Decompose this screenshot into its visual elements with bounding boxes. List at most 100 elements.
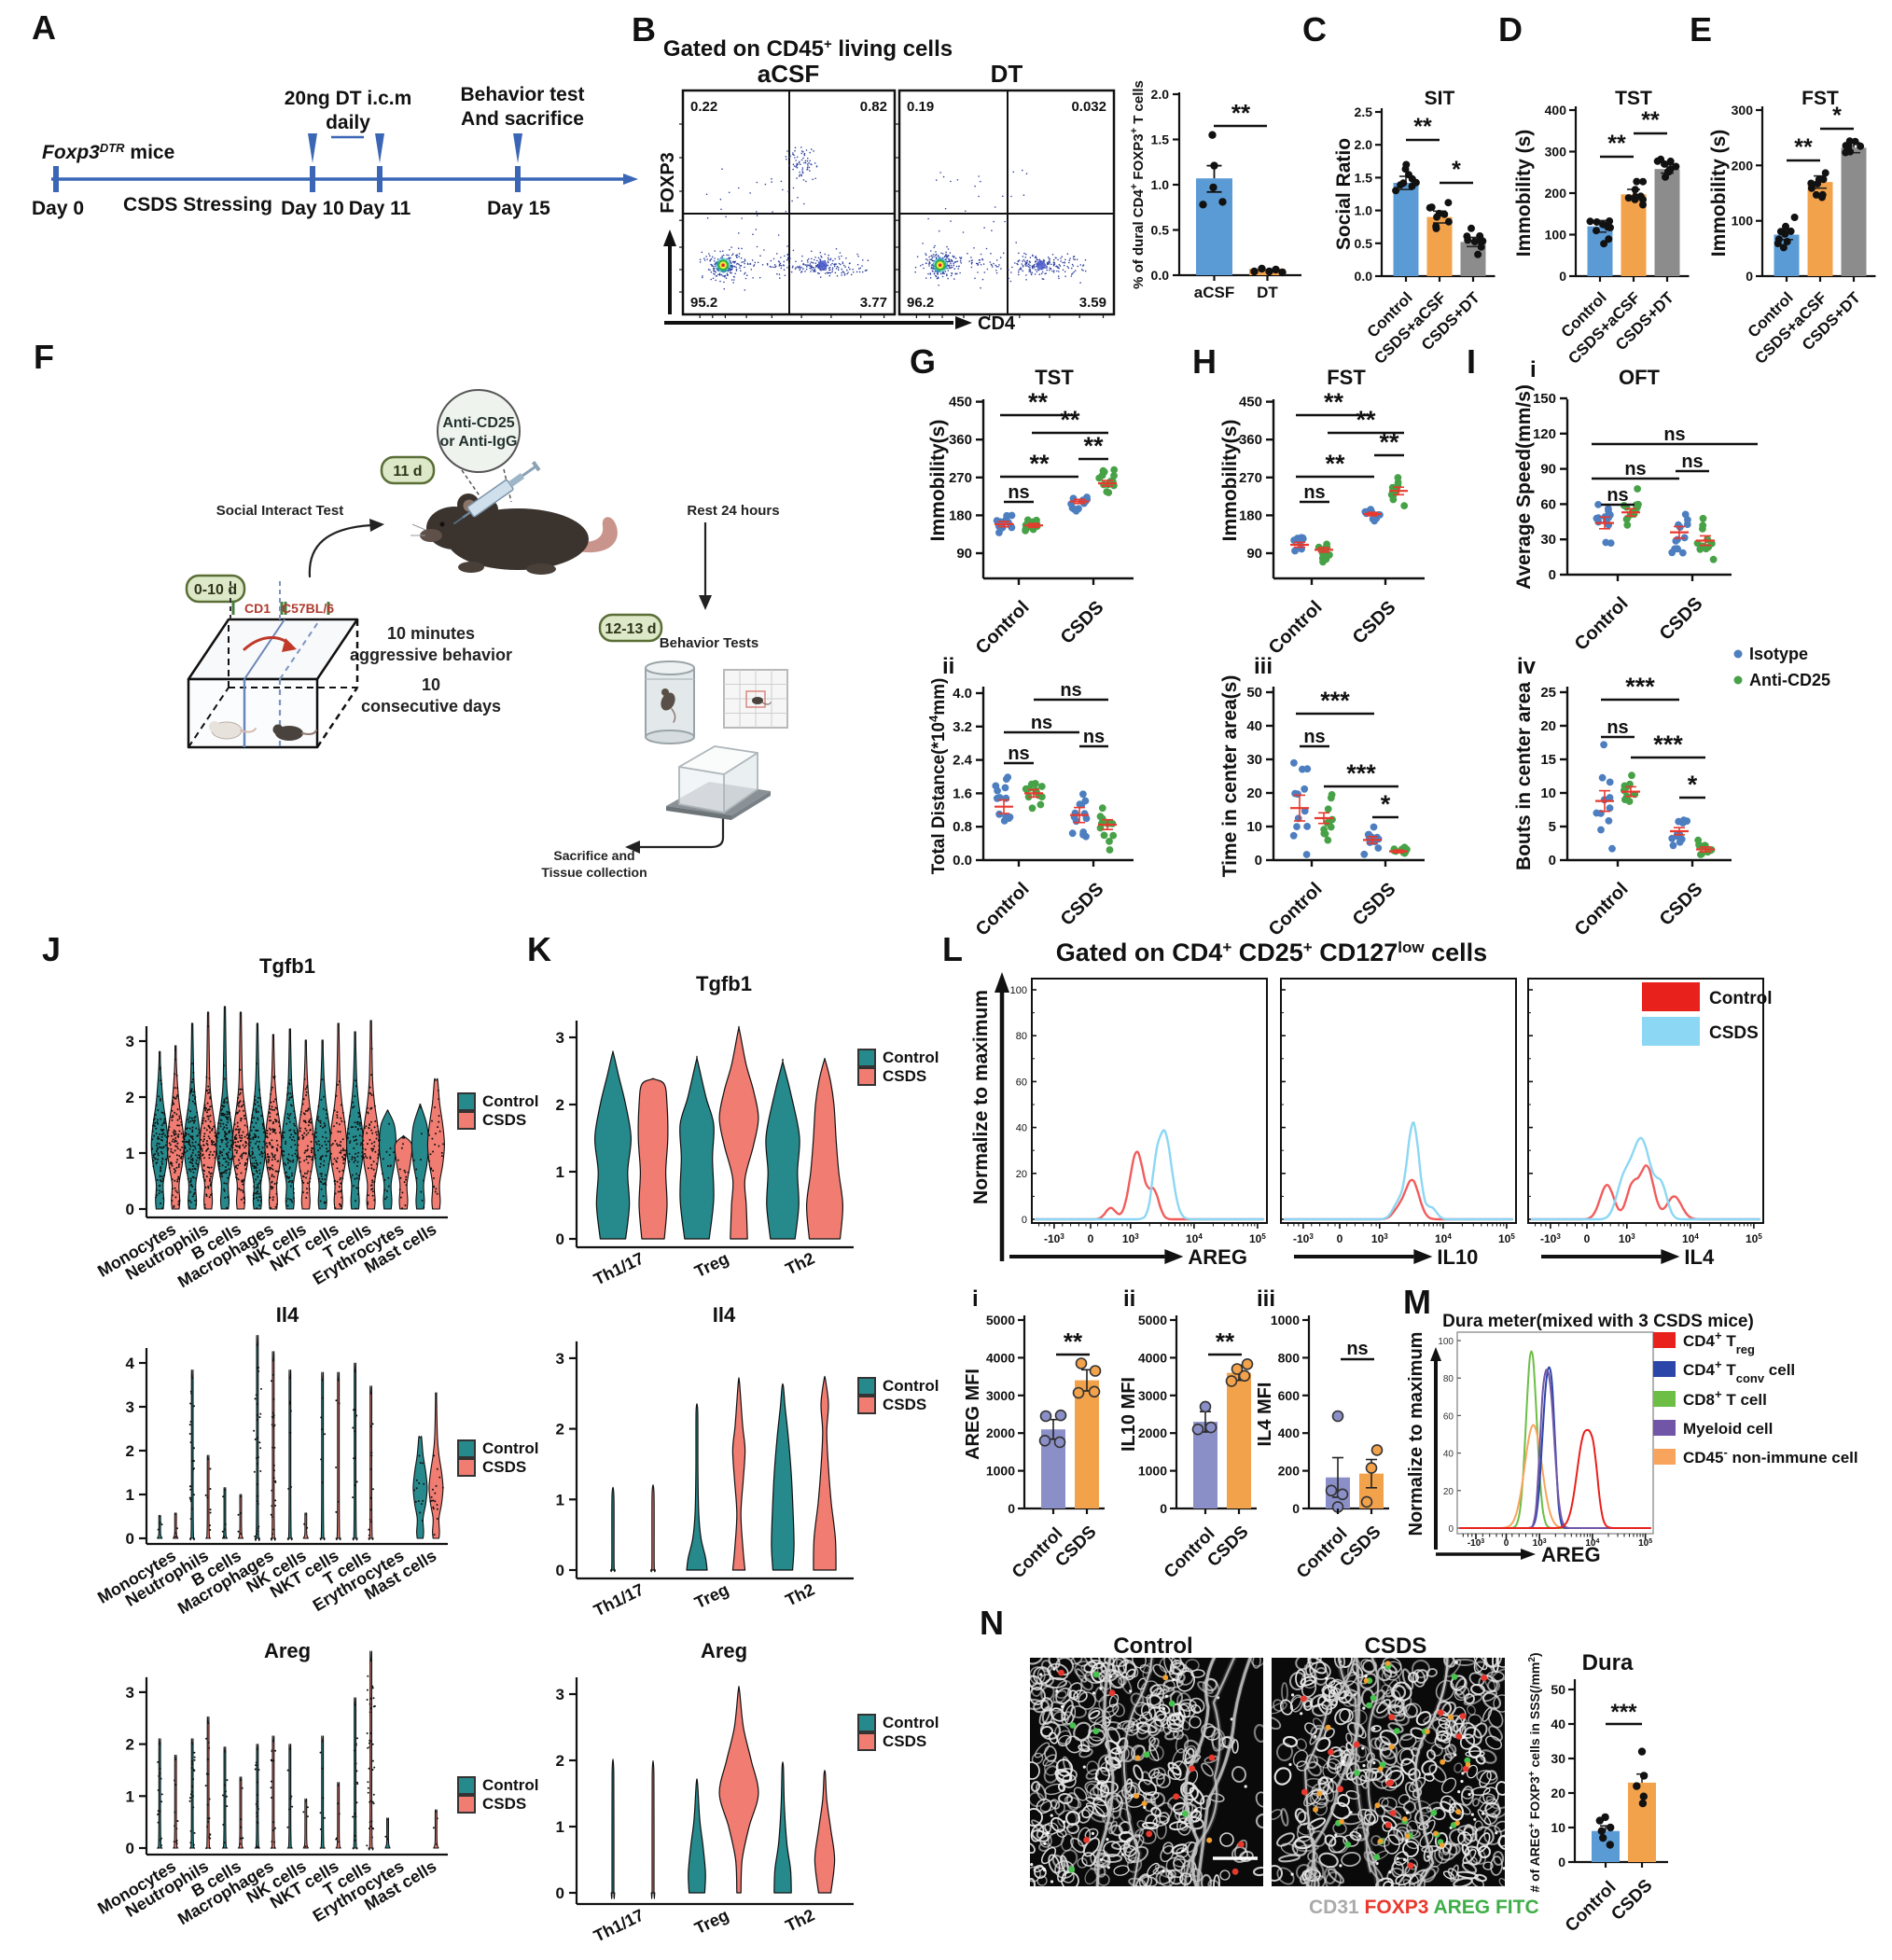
svg-text:Average Speed(mm/s): Average Speed(mm/s) bbox=[1513, 384, 1535, 590]
svg-text:2.0: 2.0 bbox=[1355, 137, 1373, 152]
svg-text:Myeloid cell: Myeloid cell bbox=[1683, 1420, 1773, 1438]
svg-text:270: 270 bbox=[949, 470, 972, 486]
svg-text:***: *** bbox=[1320, 687, 1350, 715]
svg-text:F: F bbox=[34, 338, 54, 376]
svg-text:0: 0 bbox=[1160, 1501, 1167, 1516]
svg-text:0: 0 bbox=[1022, 1215, 1027, 1226]
svg-text:**: ** bbox=[1060, 406, 1080, 434]
svg-text:CD45- non-immune cell: CD45- non-immune cell bbox=[1683, 1445, 1858, 1467]
svg-text:AREG: AREG bbox=[1541, 1543, 1601, 1566]
svg-text:0: 0 bbox=[1008, 1501, 1015, 1516]
svg-text:Control: Control bbox=[1709, 989, 1773, 1008]
svg-text:**: ** bbox=[1064, 1328, 1083, 1355]
svg-text:ii: ii bbox=[942, 654, 954, 679]
svg-text:3: 3 bbox=[126, 1684, 134, 1702]
svg-text:50: 50 bbox=[1246, 685, 1262, 701]
svg-text:Social Ratio: Social Ratio bbox=[1333, 138, 1355, 250]
svg-text:Control: Control bbox=[883, 1377, 939, 1395]
svg-text:Immobility (s): Immobility (s) bbox=[1513, 130, 1535, 257]
svg-text:CSDS: CSDS bbox=[883, 1732, 926, 1750]
svg-text:Dura meter(mixed with 3 CSDS m: Dura meter(mixed with 3 CSDS mice) bbox=[1442, 1312, 1754, 1331]
svg-text:C: C bbox=[1302, 10, 1327, 49]
svg-text:0.0: 0.0 bbox=[1355, 269, 1373, 284]
svg-text:FOXP3: FOXP3 bbox=[658, 152, 678, 214]
svg-text:20ng DT i.c.m: 20ng DT i.c.m bbox=[285, 88, 412, 109]
svg-text:TST: TST bbox=[1615, 88, 1652, 109]
svg-text:120: 120 bbox=[1533, 426, 1556, 442]
svg-text:Immobility(s): Immobility(s) bbox=[1219, 420, 1241, 542]
svg-text:4000: 4000 bbox=[986, 1350, 1015, 1365]
svg-text:80: 80 bbox=[1443, 1374, 1454, 1384]
svg-text:0: 0 bbox=[1088, 1232, 1094, 1245]
svg-text:ns: ns bbox=[1303, 727, 1325, 747]
svg-text:C57BL/6: C57BL/6 bbox=[282, 601, 334, 616]
svg-text:***: *** bbox=[1653, 730, 1683, 758]
svg-text:***: *** bbox=[1625, 673, 1655, 701]
svg-text:20: 20 bbox=[1551, 1786, 1565, 1800]
svg-text:ns: ns bbox=[1303, 482, 1325, 503]
svg-text:ns: ns bbox=[1663, 424, 1685, 445]
svg-text:Control: Control bbox=[883, 1714, 939, 1731]
svg-text:OFT: OFT bbox=[1619, 366, 1661, 389]
svg-text:Rest 24 hours: Rest 24 hours bbox=[687, 503, 779, 519]
svg-text:0: 0 bbox=[1504, 1538, 1509, 1549]
svg-text:30: 30 bbox=[1540, 532, 1556, 548]
svg-text:D: D bbox=[1498, 10, 1523, 49]
svg-text:1: 1 bbox=[126, 1486, 134, 1504]
svg-text:1: 1 bbox=[556, 1818, 564, 1836]
svg-text:consecutive days: consecutive days bbox=[361, 697, 501, 716]
svg-text:20: 20 bbox=[1443, 1487, 1454, 1497]
svg-text:80: 80 bbox=[1016, 1031, 1027, 1042]
svg-text:3000: 3000 bbox=[1138, 1388, 1167, 1403]
svg-text:*: * bbox=[1688, 771, 1698, 799]
svg-text:3: 3 bbox=[126, 1033, 134, 1050]
svg-text:100: 100 bbox=[1732, 214, 1754, 229]
svg-text:40: 40 bbox=[1443, 1450, 1454, 1460]
svg-text:1000: 1000 bbox=[1271, 1313, 1300, 1328]
svg-text:Control: Control bbox=[482, 1439, 538, 1457]
svg-text:Control: Control bbox=[482, 1776, 538, 1794]
svg-text:0: 0 bbox=[126, 1201, 134, 1218]
svg-text:2000: 2000 bbox=[1138, 1425, 1167, 1440]
svg-text:Day 11: Day 11 bbox=[349, 198, 411, 219]
svg-text:100: 100 bbox=[1010, 985, 1027, 996]
svg-text:20: 20 bbox=[1540, 718, 1556, 734]
svg-text:daily: daily bbox=[326, 112, 370, 133]
svg-text:i: i bbox=[1530, 357, 1537, 382]
svg-text:Normalize to maximum: Normalize to maximum bbox=[1406, 1332, 1426, 1536]
svg-text:2: 2 bbox=[126, 1736, 134, 1754]
svg-text:Total Distance(*104mm): Total Distance(*104mm) bbox=[926, 678, 950, 875]
svg-text:5000: 5000 bbox=[1138, 1313, 1167, 1328]
svg-text:15: 15 bbox=[1540, 752, 1556, 768]
svg-text:60: 60 bbox=[1540, 496, 1556, 512]
svg-text:1.5: 1.5 bbox=[1151, 132, 1170, 147]
svg-text:ns: ns bbox=[1083, 727, 1105, 747]
svg-text:ns: ns bbox=[1607, 717, 1628, 738]
svg-text:B: B bbox=[632, 10, 656, 49]
svg-text:40: 40 bbox=[1246, 718, 1262, 734]
svg-text:IL4 MFI: IL4 MFI bbox=[1255, 1383, 1275, 1447]
svg-text:**: ** bbox=[1231, 99, 1251, 127]
svg-text:3: 3 bbox=[556, 1686, 564, 1703]
svg-text:1.5: 1.5 bbox=[1355, 170, 1373, 185]
svg-text:Areg: Areg bbox=[264, 1639, 311, 1662]
svg-text:0.82: 0.82 bbox=[860, 99, 887, 115]
svg-text:Gated on CD45+ living cells: Gated on CD45+ living cells bbox=[663, 36, 953, 63]
svg-text:95.2: 95.2 bbox=[690, 295, 717, 311]
svg-text:96.2: 96.2 bbox=[907, 295, 934, 311]
svg-text:1000: 1000 bbox=[986, 1464, 1015, 1479]
svg-text:ns: ns bbox=[1607, 485, 1628, 506]
svg-text:0.19: 0.19 bbox=[907, 99, 934, 115]
svg-text:2: 2 bbox=[556, 1096, 564, 1114]
svg-text:2.5: 2.5 bbox=[1355, 104, 1373, 119]
svg-text:400: 400 bbox=[1278, 1425, 1301, 1440]
svg-text:ns: ns bbox=[1681, 452, 1703, 472]
svg-text:0: 0 bbox=[556, 1884, 564, 1902]
svg-text:*: * bbox=[1381, 790, 1391, 818]
svg-text:10: 10 bbox=[1551, 1820, 1565, 1835]
svg-text:CSDS: CSDS bbox=[482, 1111, 526, 1129]
svg-text:0.5: 0.5 bbox=[1355, 236, 1373, 251]
svg-text:0: 0 bbox=[1746, 269, 1753, 284]
svg-text:200: 200 bbox=[1278, 1464, 1301, 1479]
svg-text:aCSF: aCSF bbox=[1194, 284, 1234, 301]
